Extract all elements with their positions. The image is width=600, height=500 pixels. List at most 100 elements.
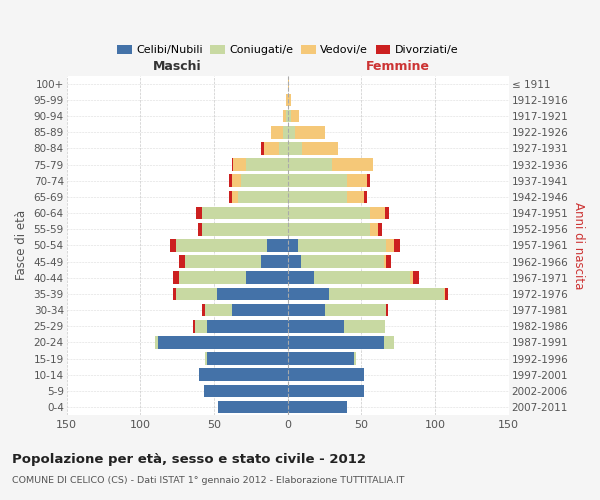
Bar [195,320,206,332]
Bar [287,256,301,268]
Bar [232,174,241,187]
Text: Popolazione per età, sesso e stato civile - 2012: Popolazione per età, sesso e stato civil… [12,452,366,466]
Bar [287,368,364,381]
Text: Maschi: Maschi [153,60,202,73]
Bar [233,158,247,171]
Bar [206,352,287,365]
Bar [202,304,205,316]
Bar [325,304,386,316]
Bar [173,288,176,300]
Bar [179,256,185,268]
Bar [287,352,354,365]
Y-axis label: Fasce di età: Fasce di età [15,210,28,280]
Bar [287,78,289,90]
Bar [185,256,261,268]
Bar [383,336,394,348]
Bar [196,207,202,220]
Legend: Celibi/Nubili, Coniugati/e, Vedovi/e, Divorziati/e: Celibi/Nubili, Coniugati/e, Vedovi/e, Di… [113,40,463,60]
Bar [301,256,383,268]
Bar [287,336,383,348]
Bar [287,110,290,122]
Bar [158,336,287,348]
Bar [179,272,247,284]
Bar [386,304,388,316]
Bar [176,288,217,300]
Bar [329,288,444,300]
Bar [193,320,195,332]
Bar [170,239,176,252]
Bar [229,190,232,203]
Text: COMUNE DI CELICO (CS) - Dati ISTAT 1° gennaio 2012 - Elaborazione TUTTITALIA.IT: COMUNE DI CELICO (CS) - Dati ISTAT 1° ge… [12,476,404,485]
Bar [290,110,299,122]
Bar [232,158,233,171]
Bar [202,207,287,220]
Bar [298,239,386,252]
Bar [287,384,364,397]
Bar [287,239,298,252]
Bar [279,142,287,154]
Bar [286,110,287,122]
Bar [377,223,382,235]
Bar [247,272,287,284]
Bar [287,190,347,203]
Bar [205,304,232,316]
Bar [199,368,287,381]
Bar [413,272,419,284]
Bar [261,142,264,154]
Bar [364,190,367,203]
Y-axis label: Anni di nascita: Anni di nascita [572,202,585,289]
Bar [205,352,206,365]
Bar [385,207,389,220]
Bar [347,174,367,187]
Bar [202,223,287,235]
Bar [314,272,410,284]
Bar [287,223,370,235]
Bar [354,352,356,365]
Bar [229,174,232,187]
Bar [238,190,287,203]
Bar [287,304,325,316]
Bar [287,94,290,106]
Bar [287,142,302,154]
Bar [287,320,344,332]
Bar [410,272,413,284]
Bar [287,272,314,284]
Bar [247,158,287,171]
Bar [367,174,370,187]
Bar [173,272,179,284]
Bar [232,304,287,316]
Bar [332,158,373,171]
Bar [176,239,267,252]
Bar [241,174,287,187]
Text: Femmine: Femmine [366,60,430,73]
Bar [287,158,332,171]
Bar [287,174,347,187]
Bar [445,288,448,300]
Bar [347,190,364,203]
Bar [271,126,283,138]
Bar [203,384,287,397]
Bar [386,239,394,252]
Bar [283,110,286,122]
Bar [267,239,287,252]
Bar [218,401,287,413]
Bar [283,126,287,138]
Bar [261,256,287,268]
Bar [344,320,385,332]
Bar [155,336,158,348]
Bar [287,288,329,300]
Bar [370,207,385,220]
Bar [217,288,287,300]
Bar [206,320,287,332]
Bar [444,288,445,300]
Bar [232,190,238,203]
Bar [394,239,400,252]
Bar [287,401,347,413]
Bar [302,142,338,154]
Bar [370,223,377,235]
Bar [287,126,295,138]
Bar [295,126,325,138]
Bar [198,223,202,235]
Bar [286,94,287,106]
Bar [383,256,386,268]
